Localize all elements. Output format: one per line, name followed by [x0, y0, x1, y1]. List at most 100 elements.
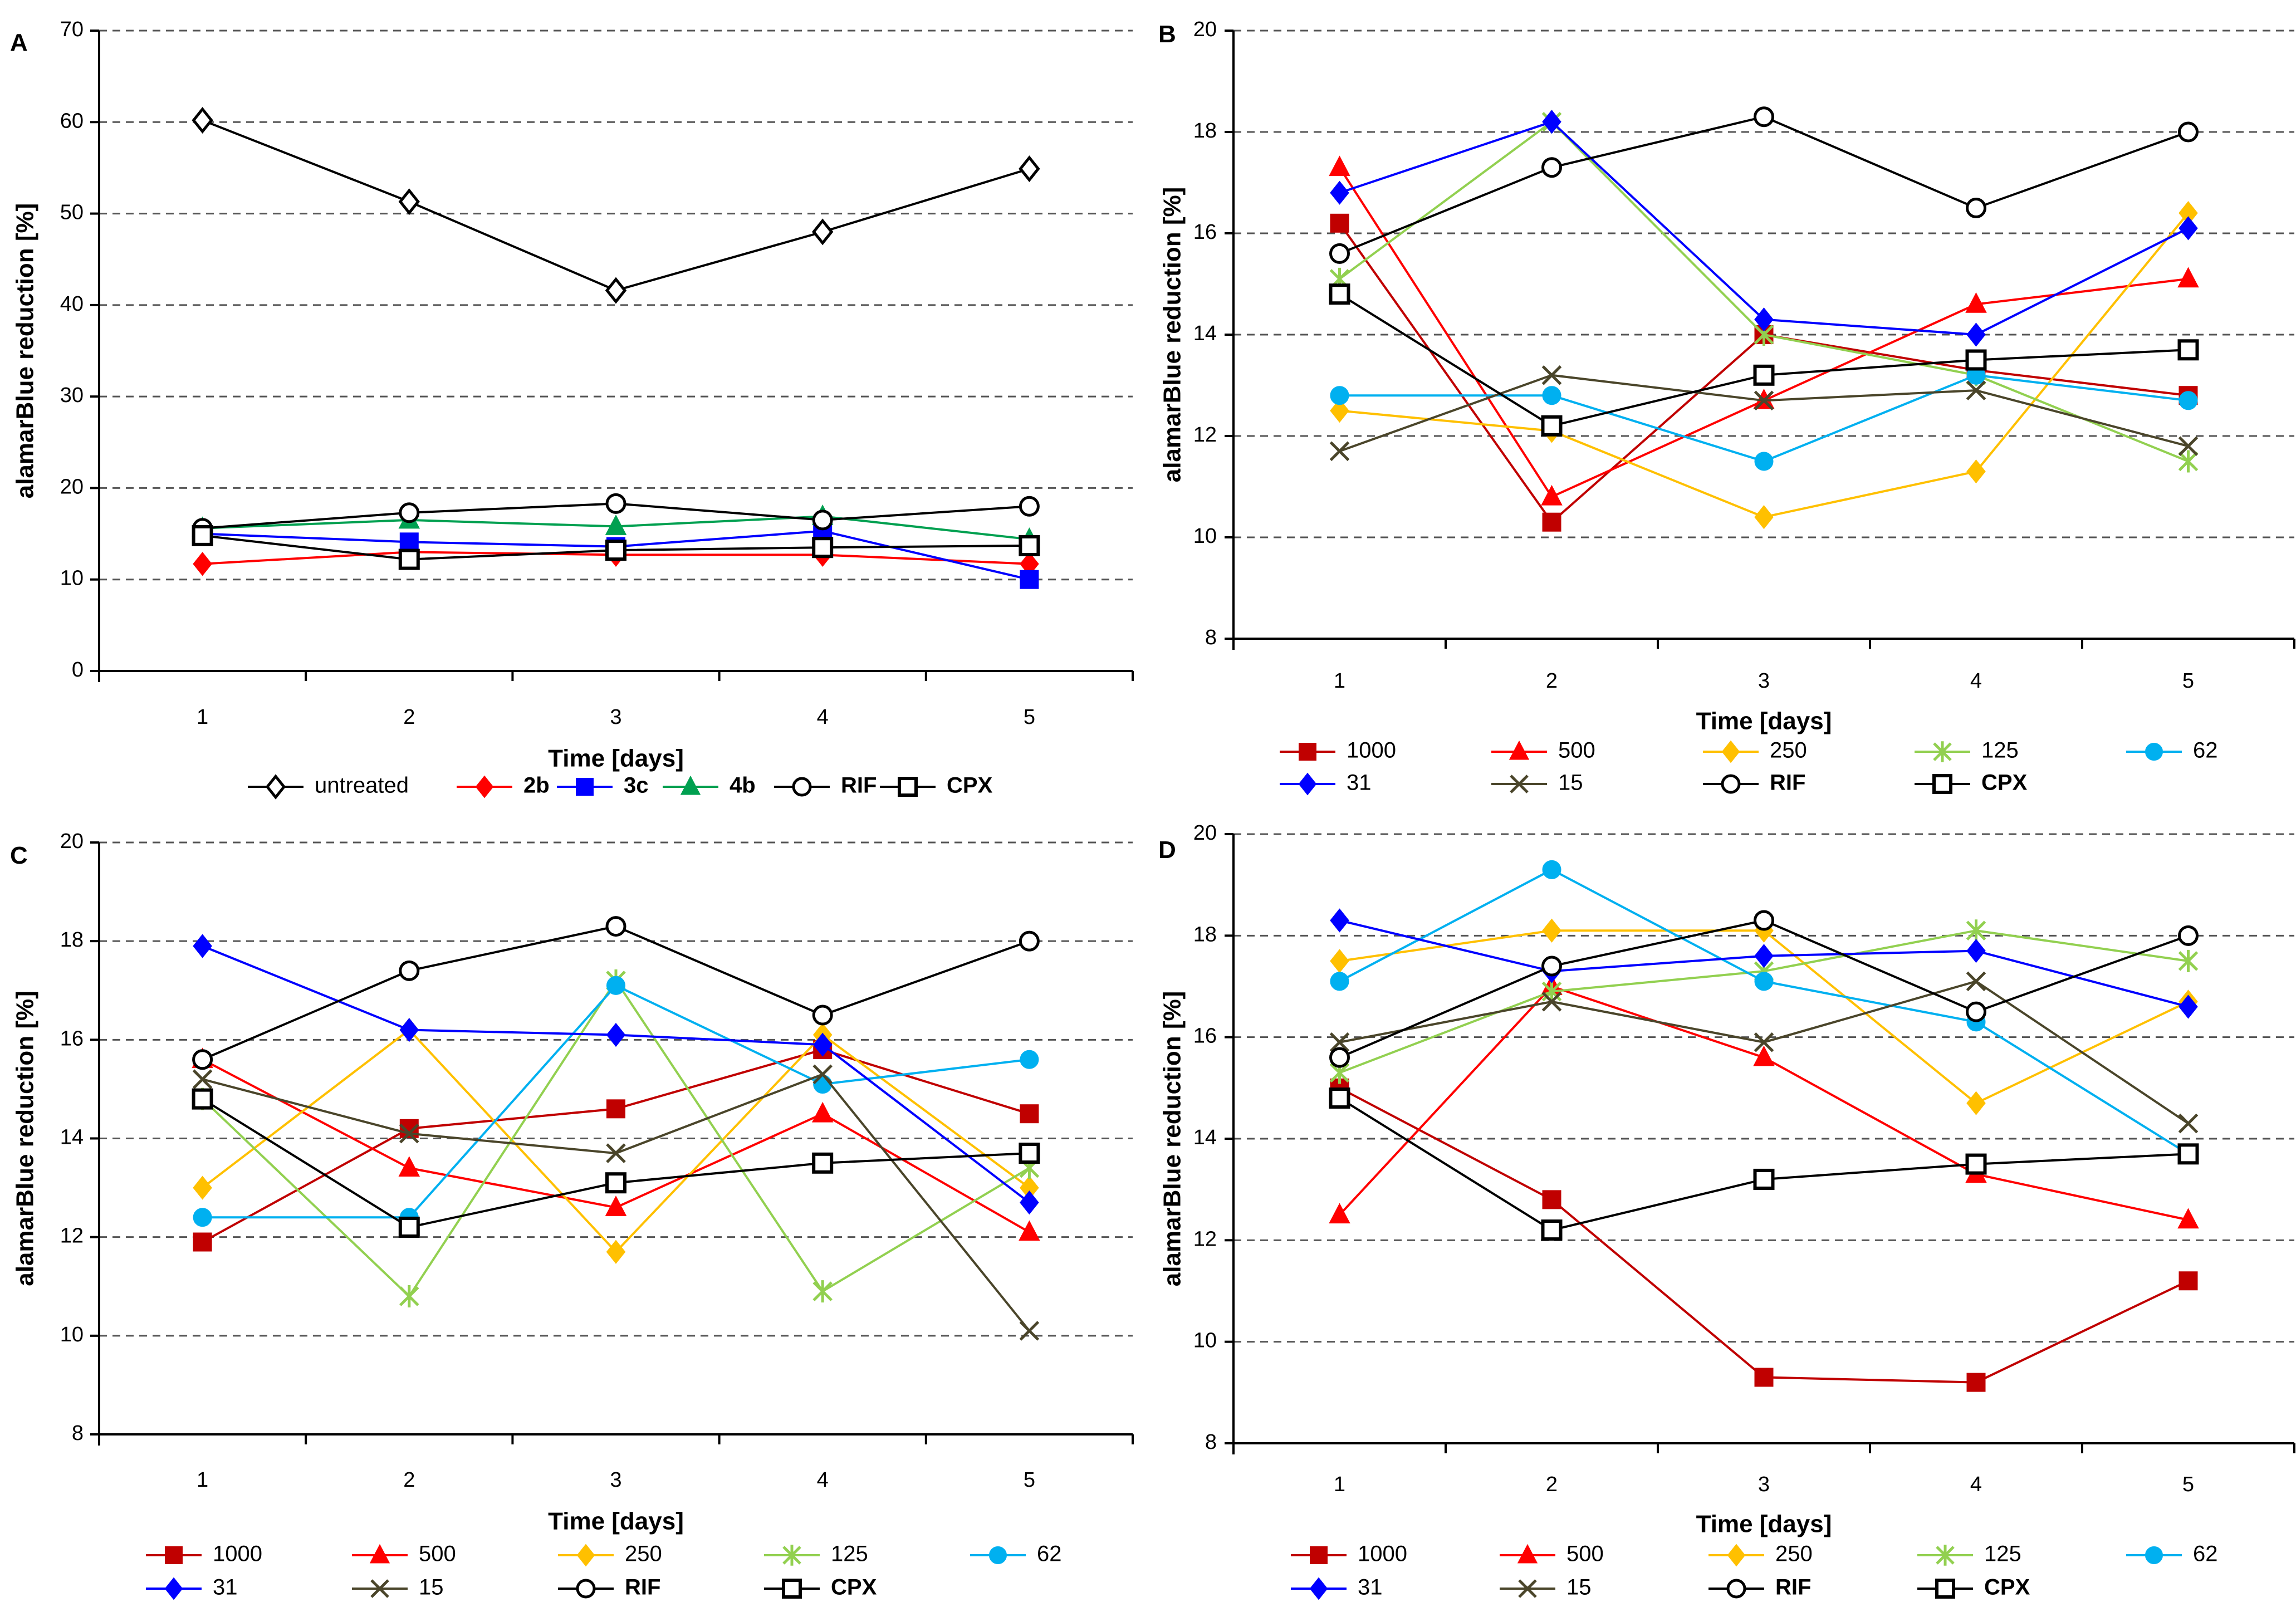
data-point — [1329, 155, 1350, 177]
x-tick-label: 1 — [197, 705, 208, 729]
legend-item: 4b — [663, 773, 756, 798]
data-point — [811, 218, 834, 246]
x-axis-title: Time [days] — [1696, 708, 1832, 735]
panel-letter: B — [1158, 21, 1176, 48]
legend-label: untreated — [315, 773, 409, 798]
data-point — [2178, 391, 2198, 410]
legend-marker — [1936, 1545, 1955, 1566]
legend-item: 125 — [1915, 738, 2019, 763]
legend-marker — [680, 775, 701, 795]
x-tick-label: 4 — [817, 705, 829, 729]
data-point — [2178, 1113, 2199, 1134]
y-tick-label: 50 — [60, 201, 84, 224]
data-point — [1542, 386, 1561, 405]
legend-label: 4b — [730, 773, 756, 798]
legend-item: 31 — [146, 1575, 238, 1600]
legend-marker — [1721, 774, 1741, 794]
data-point — [1754, 910, 1774, 931]
data-point — [1542, 1190, 1561, 1209]
data-point — [398, 1216, 420, 1238]
data-point — [2178, 994, 2198, 1019]
data-point — [399, 1018, 419, 1042]
data-point — [1966, 1091, 1986, 1115]
series-rif — [192, 916, 1040, 1070]
legend-item: 1000 — [146, 1542, 262, 1566]
series-500 — [1329, 974, 2199, 1229]
data-point — [1329, 283, 1350, 305]
legend-marker — [369, 1544, 390, 1564]
data-point — [1329, 441, 1350, 462]
legend-label: RIF — [841, 773, 877, 798]
x-tick-label: 3 — [610, 705, 621, 729]
x-tick-label: 2 — [403, 705, 415, 729]
legend-label: 125 — [831, 1542, 868, 1566]
legend-item: CPX — [1917, 1575, 2030, 1600]
legend: untreated 2b 3c 4b RIF CPX — [248, 773, 993, 800]
data-point — [193, 1232, 212, 1252]
series-line — [1339, 374, 2189, 463]
data-point — [1541, 992, 1562, 1012]
y-tick-label: 10 — [60, 567, 84, 590]
data-point — [1542, 918, 1561, 943]
legend-item: 62 — [2126, 738, 2218, 763]
y-tick-label: 30 — [60, 384, 84, 407]
series-31 — [193, 934, 1039, 1215]
legend-item: 125 — [764, 1542, 868, 1566]
data-point — [1330, 972, 1349, 991]
y-tick-label: 18 — [60, 928, 84, 952]
series-31 — [1330, 110, 2198, 347]
legend-label: 125 — [1984, 1542, 2021, 1566]
data-point — [2177, 1143, 2199, 1165]
y-tick-label: 14 — [1193, 1126, 1217, 1149]
data-point — [1966, 1373, 1986, 1392]
series-line — [1339, 120, 2189, 336]
series-250 — [1330, 200, 2198, 530]
y-tick-label: 20 — [1193, 18, 1217, 41]
x-tick-label: 5 — [2182, 1473, 2194, 1496]
legend-item: 15 — [352, 1575, 444, 1600]
x-tick-label: 4 — [1970, 1473, 1982, 1496]
legend-marker — [576, 1579, 596, 1599]
legend-marker — [1933, 741, 1952, 762]
legend-marker — [782, 1579, 802, 1599]
data-point — [2177, 339, 2199, 361]
data-point — [1019, 496, 1040, 517]
data-point — [2178, 450, 2199, 473]
legend-item: CPX — [1915, 771, 2028, 795]
legend-label: 1000 — [1347, 738, 1396, 763]
legend-item: 1000 — [1291, 1542, 1407, 1566]
legend-item: CPX — [880, 773, 993, 798]
legend-label: 31 — [1347, 771, 1372, 795]
data-point — [192, 106, 213, 134]
panel-letter: C — [10, 842, 28, 869]
legend-marker — [475, 775, 494, 798]
legend-item: 31 — [1280, 771, 1372, 796]
data-point — [1330, 213, 1349, 233]
series-cpx — [192, 1088, 1040, 1238]
series-cpx — [1329, 283, 2199, 437]
data-point — [606, 1022, 626, 1047]
y-tick-label: 18 — [1193, 923, 1217, 946]
x-axis-title: Time [days] — [1696, 1511, 1832, 1538]
y-axis-title: alamarBlue reduction [%] — [12, 991, 39, 1286]
data-point — [1966, 459, 1986, 484]
data-point — [1754, 1368, 1774, 1387]
data-point — [1019, 1143, 1040, 1164]
data-point — [398, 188, 420, 215]
x-tick-label: 3 — [610, 1468, 621, 1492]
legend-marker — [1721, 740, 1740, 763]
data-point — [1329, 1203, 1350, 1224]
data-point — [1330, 386, 1349, 405]
legend-label: CPX — [1981, 771, 2028, 795]
y-tick-label: 10 — [1193, 1329, 1217, 1353]
data-point — [192, 1069, 213, 1089]
legend-label: 15 — [1566, 1575, 1592, 1600]
series-cpx — [192, 525, 1040, 570]
legend-item: 15 — [1491, 771, 1583, 795]
data-point — [1329, 243, 1350, 264]
x-tick-label: 5 — [1024, 705, 1035, 729]
legend-item: 250 — [1708, 1542, 1813, 1567]
data-point — [1329, 1047, 1350, 1068]
series-line — [202, 119, 1030, 292]
legend-marker — [165, 1546, 183, 1564]
